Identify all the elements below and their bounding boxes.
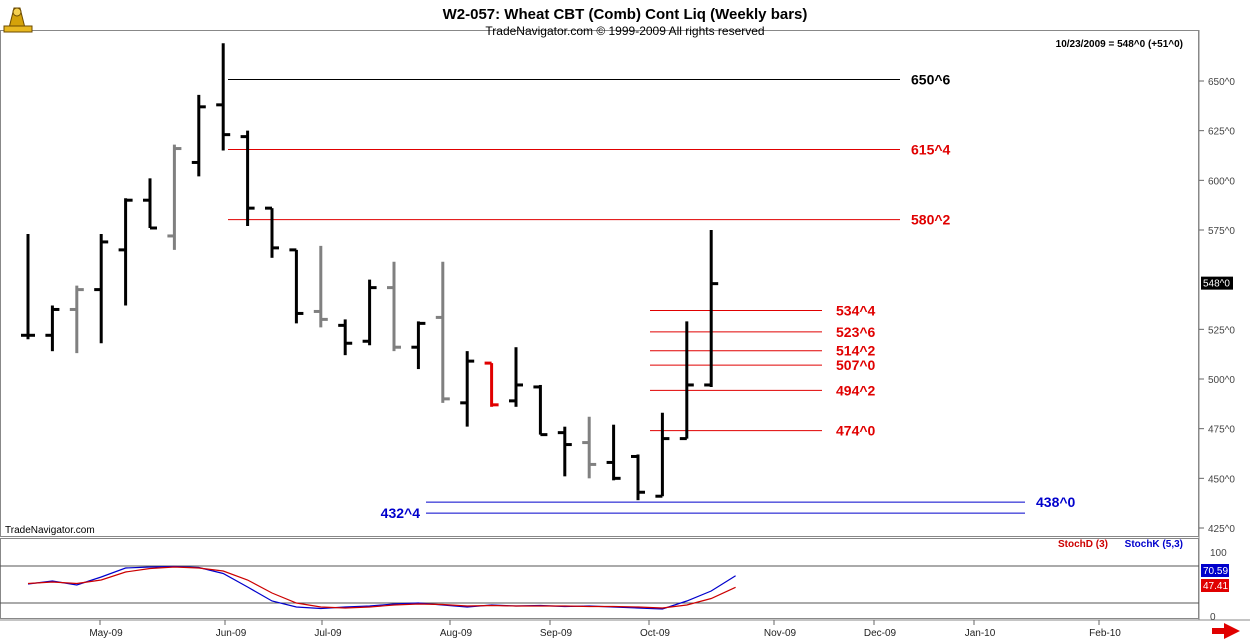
date-tick-label: Nov-09 — [764, 628, 797, 639]
ohlc-bar — [143, 178, 157, 230]
ohlc-bar — [582, 416, 597, 479]
stochk-value-tag — [1201, 564, 1229, 577]
ohlc-bar — [94, 233, 109, 344]
price-tick-label: 575^0 — [1208, 226, 1235, 237]
ohlc-bar — [435, 261, 450, 403]
price-pane-frame — [0, 30, 1199, 537]
ohlc-bar — [240, 130, 255, 227]
price-tick-label: 525^0 — [1208, 325, 1235, 336]
level-label: 580^2 — [911, 212, 951, 228]
stochk-legend: StochK (5,3) — [1125, 539, 1183, 550]
ohlc-bar — [631, 454, 645, 501]
stochd-legend: StochD (3) — [1058, 539, 1108, 550]
ohlc-bar — [509, 347, 523, 407]
ohlc-bars — [21, 43, 719, 501]
stochd-value-tag — [1201, 579, 1229, 592]
ohlc-bar — [557, 426, 572, 477]
level-label: 494^2 — [836, 382, 876, 398]
date-price-readout: 10/23/2009 = 548^0 (+51^0) — [1056, 39, 1183, 50]
date-tick-label: Feb-10 — [1089, 628, 1121, 639]
stoch-series-line — [27, 566, 736, 609]
date-tick-label: May-09 — [89, 628, 123, 639]
stoch-pane-frame — [0, 538, 1199, 619]
ohlc-bar — [289, 248, 304, 324]
price-tick-label: 450^0 — [1208, 474, 1235, 485]
price-tick-label: 650^0 — [1208, 77, 1235, 88]
ohlc-bar — [21, 233, 35, 340]
price-tick-label: 600^0 — [1208, 176, 1235, 187]
ohlc-bar — [362, 279, 377, 346]
ohlc-bar — [45, 305, 60, 352]
chart-title: W2-057: Wheat CBT (Comb) Cont Liq (Weekl… — [443, 6, 808, 23]
ohlc-bar — [338, 319, 353, 356]
last-price-tag: 548^0 — [1201, 276, 1233, 290]
price-tick-label: 425^0 — [1208, 524, 1235, 535]
level-label: 432^4 — [381, 505, 421, 521]
level-label: 474^0 — [836, 423, 876, 439]
date-axis: May-09 Jun-09 Jul-09 Aug-09 Sep-09 Oct-09 Nov-… — [89, 620, 1121, 639]
ohlc-bar — [411, 321, 426, 370]
stochastic-pane — [0, 565, 1199, 610]
level-label: 523^6 — [836, 324, 876, 340]
price-tick-label: 475^0 — [1208, 425, 1235, 436]
ohlc-bar — [533, 384, 548, 437]
scroll-right-arrow-icon[interactable] — [1212, 623, 1240, 639]
last-price-tag-text: 548^0 — [1203, 279, 1230, 290]
date-tick-label: Jan-10 — [965, 628, 996, 639]
ohlc-bar — [484, 361, 499, 407]
ohlc-bar — [655, 412, 670, 498]
date-tick-label: Oct-09 — [640, 628, 670, 639]
date-tick-label: Dec-09 — [864, 628, 897, 639]
level-label: 438^0 — [1036, 494, 1076, 510]
chart-subtitle: TradeNavigator.com © 1999-2009 All right… — [485, 24, 764, 38]
navigator-logo[interactable] — [3, 7, 33, 33]
ohlc-bar — [387, 261, 401, 352]
stoch-tick-0: 0 — [1210, 612, 1216, 623]
level-label: 650^6 — [911, 72, 951, 88]
ohlc-bar — [460, 351, 475, 427]
date-tick-label: Jul-09 — [314, 628, 342, 639]
ohlc-bar — [704, 230, 719, 387]
level-label: 507^0 — [836, 357, 876, 373]
level-label: 514^2 — [836, 343, 876, 359]
ohlc-bar — [191, 94, 206, 177]
ohlc-bar — [265, 206, 279, 258]
stochd-value-text: 47.41 — [1203, 581, 1228, 592]
level-label: 615^4 — [911, 142, 951, 158]
price-tick-label: 500^0 — [1208, 375, 1235, 386]
ohlc-bar — [313, 245, 328, 328]
ohlc-bar — [69, 285, 84, 354]
ohlc-bar — [679, 321, 694, 441]
stochk-value-text: 70.59 — [1203, 566, 1228, 577]
date-tick-label: Aug-09 — [440, 628, 473, 639]
price-tick-label: 625^0 — [1208, 127, 1235, 138]
date-tick-label: Sep-09 — [540, 628, 573, 639]
date-tick-label: Jun-09 — [216, 628, 247, 639]
watermark-label: TradeNavigator.com — [5, 525, 95, 536]
ohlc-bar — [118, 198, 133, 306]
level-label: 534^4 — [836, 302, 876, 318]
ohlc-bar — [167, 144, 182, 250]
ohlc-bar — [216, 43, 231, 151]
stoch-tick-100: 100 — [1210, 548, 1227, 559]
price-axis: 650^0 625^0 600^0 575^0 525^0 500^0 475^0 450^0… — [1199, 77, 1235, 535]
ohlc-bar — [606, 424, 621, 481]
